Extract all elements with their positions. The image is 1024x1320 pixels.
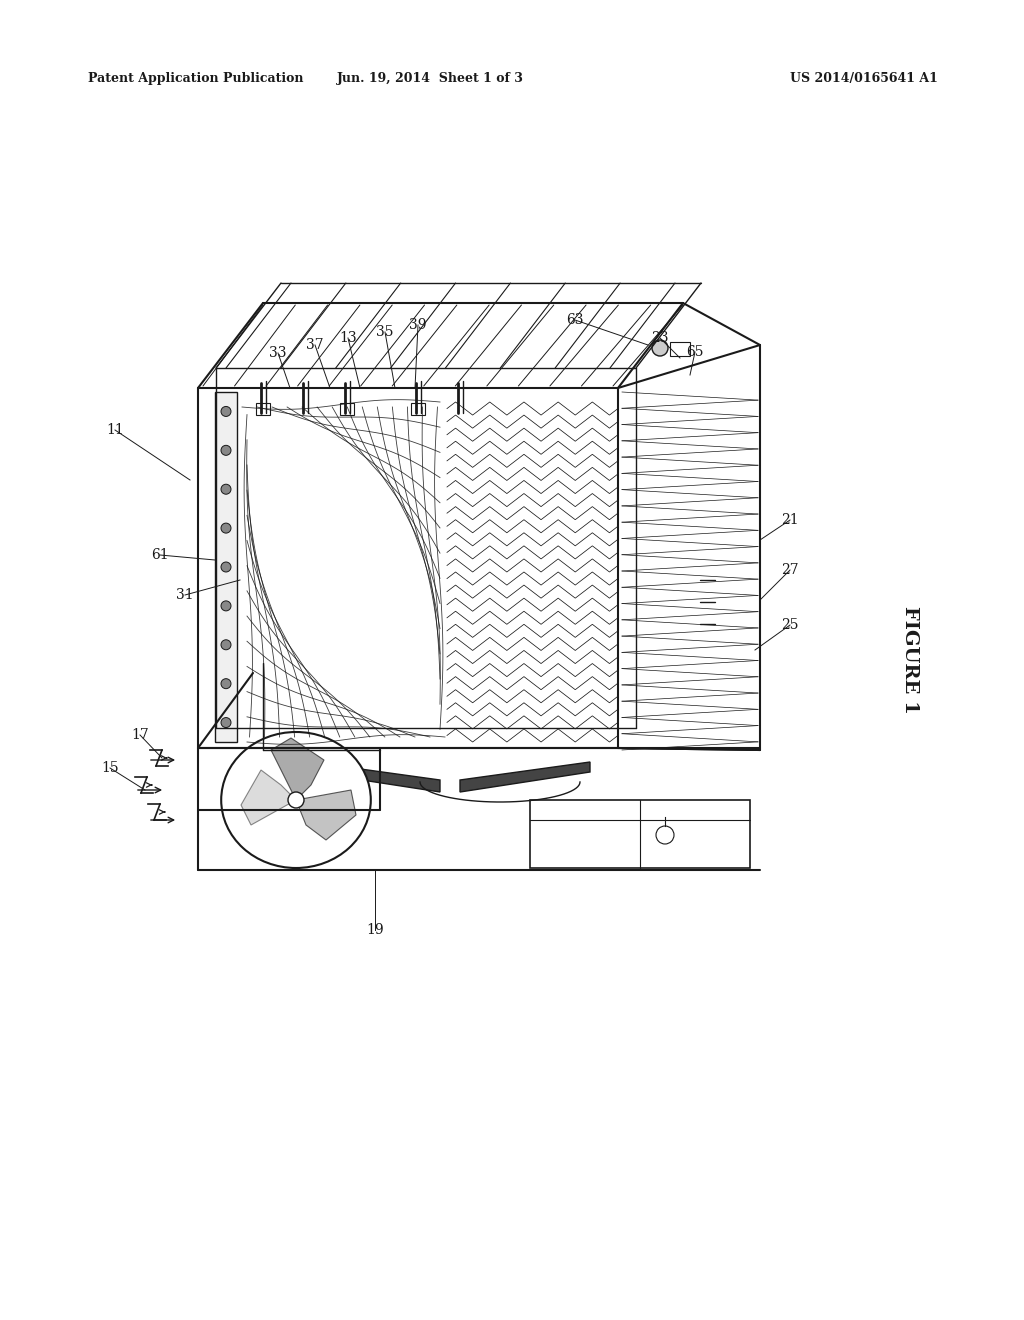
Bar <box>670 342 690 356</box>
Text: 23: 23 <box>651 331 669 345</box>
Circle shape <box>221 640 231 649</box>
Text: 39: 39 <box>410 318 427 333</box>
Bar <box>340 403 354 414</box>
Ellipse shape <box>221 733 371 869</box>
Circle shape <box>221 562 231 572</box>
Circle shape <box>221 523 231 533</box>
Polygon shape <box>310 762 440 792</box>
Text: 21: 21 <box>781 513 799 527</box>
Text: Jun. 19, 2014  Sheet 1 of 3: Jun. 19, 2014 Sheet 1 of 3 <box>337 73 523 84</box>
Circle shape <box>221 678 231 689</box>
Text: 25: 25 <box>781 618 799 632</box>
Bar <box>412 403 425 414</box>
Text: 33: 33 <box>269 346 287 360</box>
Circle shape <box>221 407 231 416</box>
Polygon shape <box>271 738 324 800</box>
Circle shape <box>221 484 231 494</box>
Bar <box>215 392 237 742</box>
Circle shape <box>221 445 231 455</box>
Text: 11: 11 <box>106 422 124 437</box>
Text: 27: 27 <box>781 564 799 577</box>
Text: 37: 37 <box>306 338 324 352</box>
Text: FIGURE 1: FIGURE 1 <box>901 606 919 714</box>
Text: Patent Application Publication: Patent Application Publication <box>88 73 303 84</box>
Text: 61: 61 <box>152 548 169 562</box>
Circle shape <box>656 826 674 843</box>
Text: 31: 31 <box>176 587 194 602</box>
Text: US 2014/0165641 A1: US 2014/0165641 A1 <box>790 73 938 84</box>
Bar <box>256 403 270 414</box>
Text: 65: 65 <box>686 345 703 359</box>
Text: 63: 63 <box>566 313 584 327</box>
Text: 35: 35 <box>376 325 394 339</box>
Text: 17: 17 <box>131 729 148 742</box>
Circle shape <box>221 601 231 611</box>
Text: 13: 13 <box>339 331 356 345</box>
Text: 19: 19 <box>367 923 384 937</box>
Text: 15: 15 <box>101 762 119 775</box>
Circle shape <box>288 792 304 808</box>
Bar <box>530 800 750 869</box>
Circle shape <box>221 718 231 727</box>
Polygon shape <box>241 770 296 825</box>
Circle shape <box>652 341 668 356</box>
Polygon shape <box>460 762 590 792</box>
Polygon shape <box>296 789 356 840</box>
